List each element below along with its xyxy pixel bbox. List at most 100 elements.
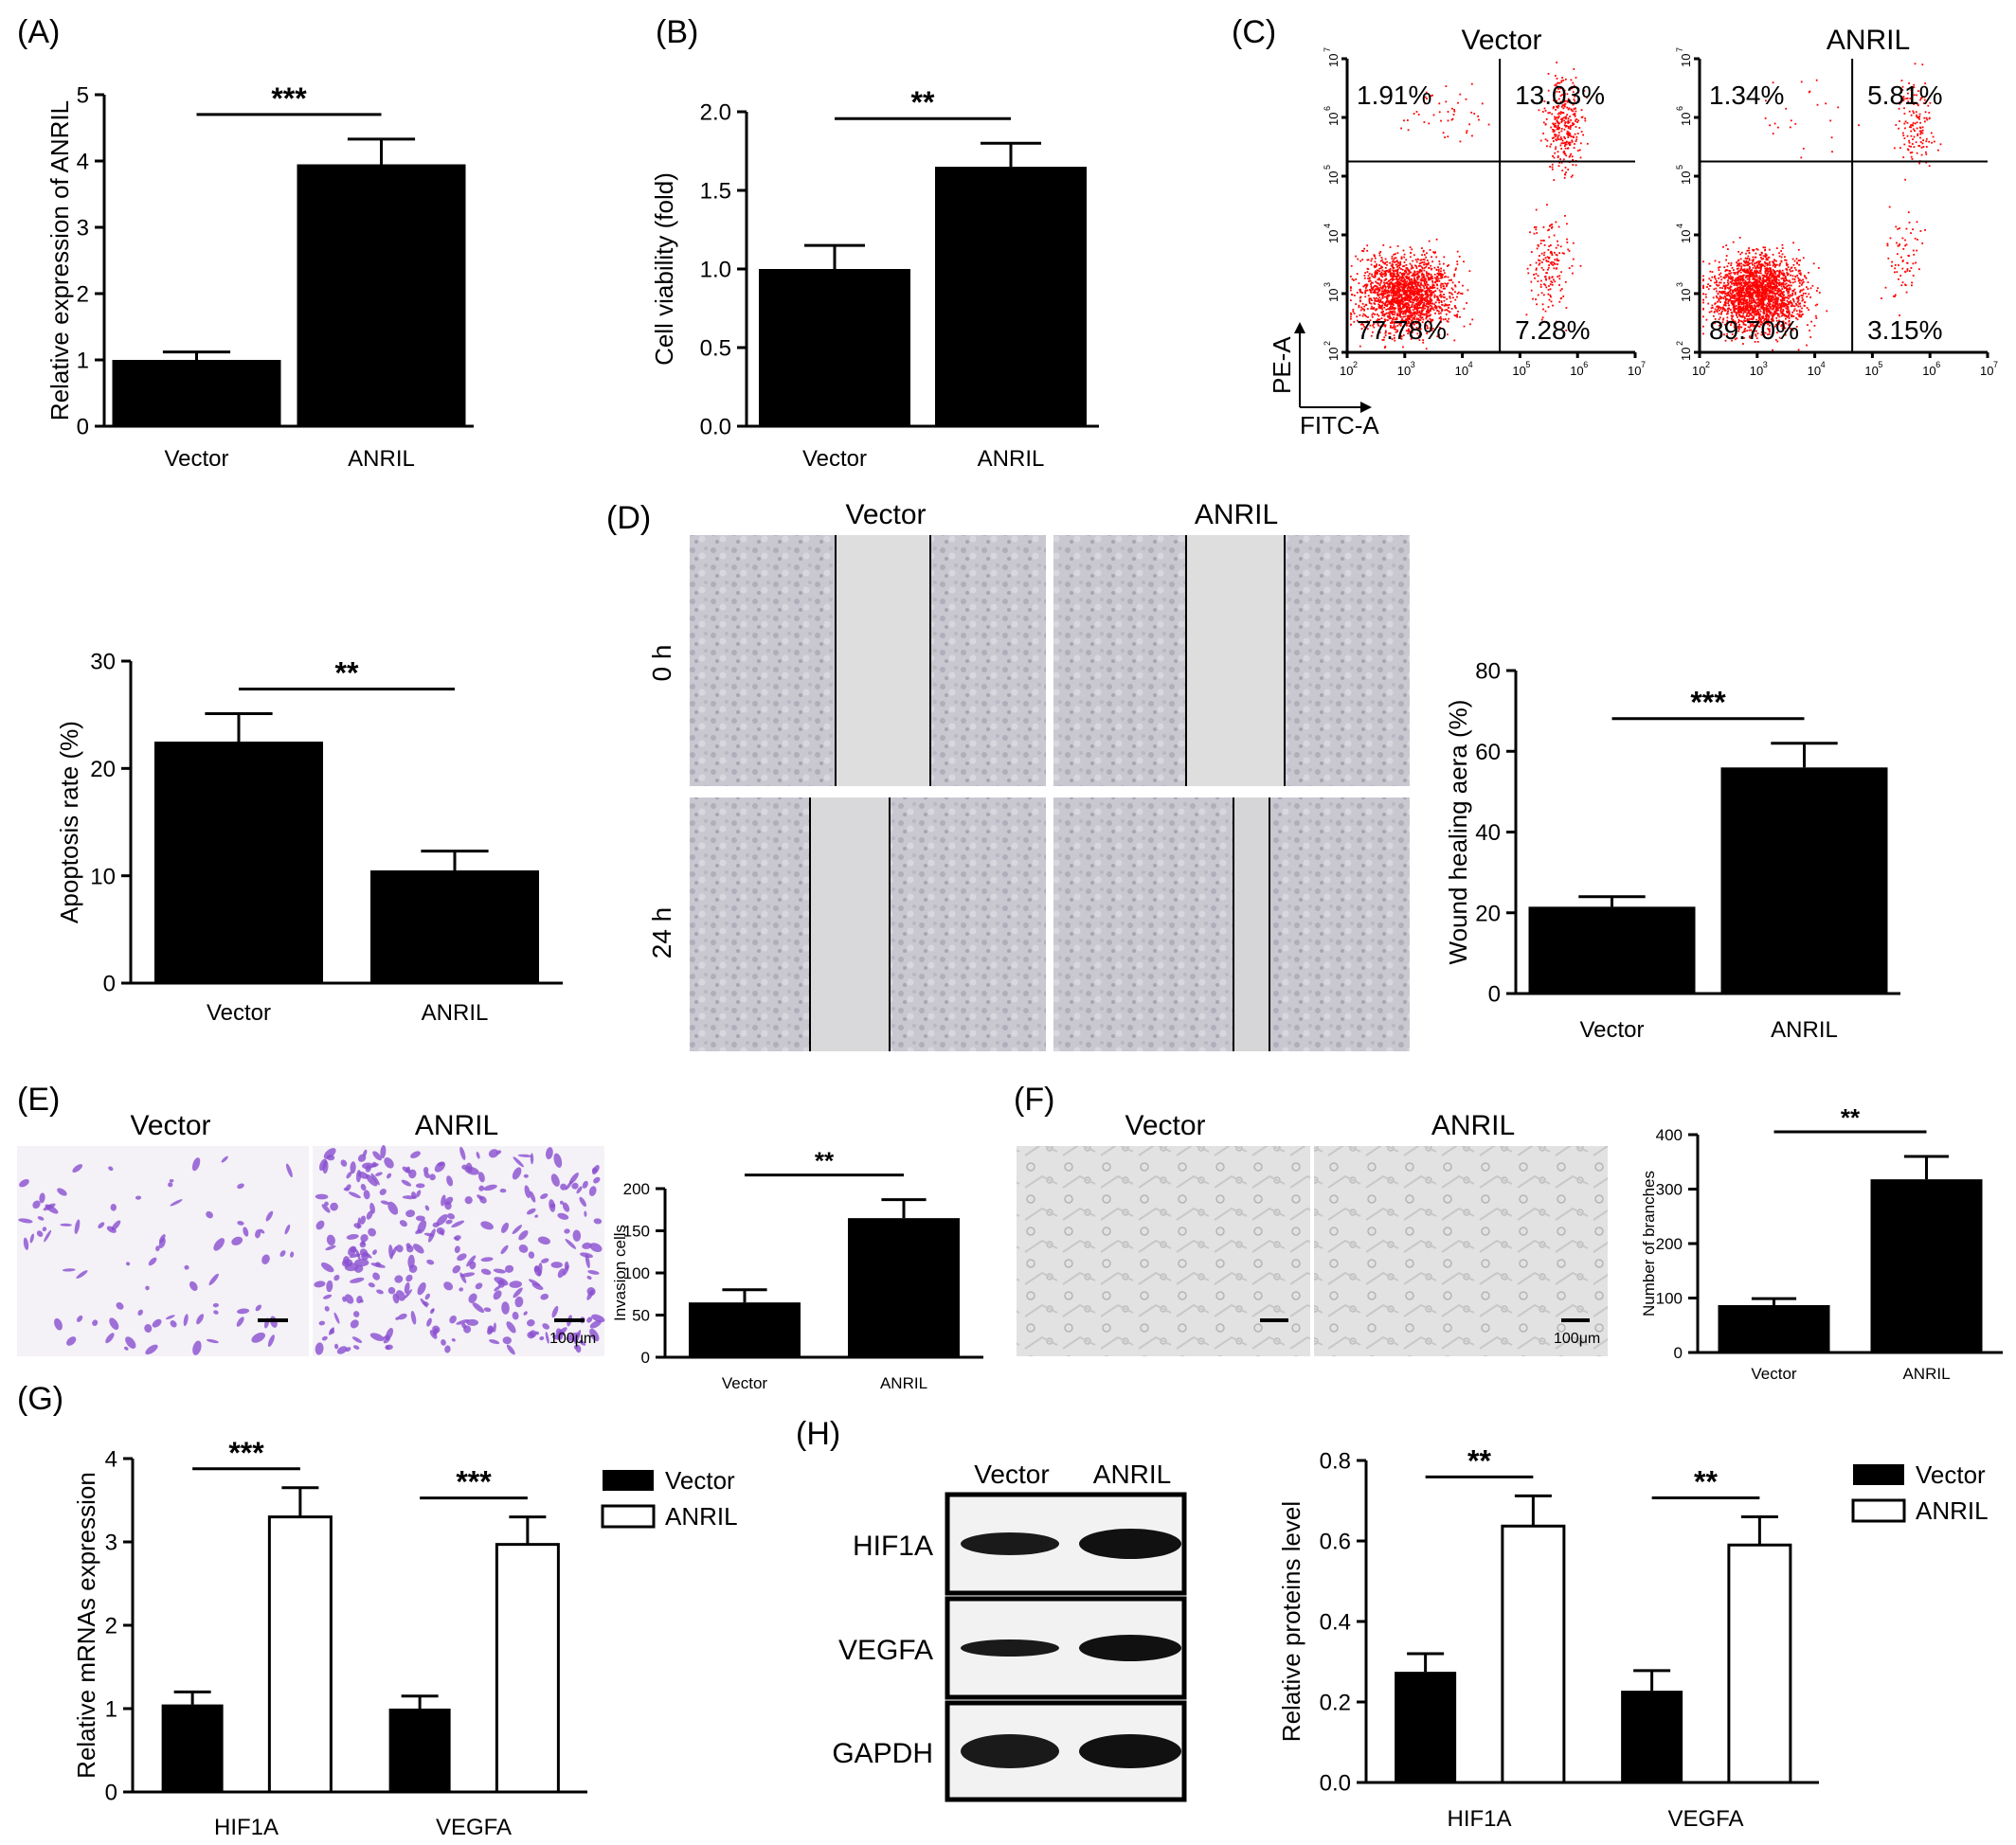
x-tick-label: ANRIL [422, 1000, 489, 1026]
panel-h-label: (H) [796, 1416, 840, 1452]
blot-band [961, 1639, 1059, 1657]
invasion-col-label-vector: Vector [130, 1110, 210, 1141]
y-tick-label: 80 [1475, 659, 1501, 685]
stained-cells [18, 1155, 295, 1355]
bar [848, 1218, 960, 1357]
significance-label: *** [456, 1465, 492, 1499]
flow-y-tick-exp: 3 [1675, 282, 1684, 287]
wound-image-vector-0h [690, 535, 1046, 786]
panel-e: (E) Vector ANRIL 100μm 0 50 100 150 200 Invas… [17, 1082, 983, 1392]
y-tick-label: 30 [90, 650, 116, 675]
y-tick-label: 60 [1475, 740, 1501, 765]
quadrant-percentage: 1.91% [1357, 81, 1431, 110]
stained-cells [314, 1145, 605, 1355]
invasion-image-vector [17, 1146, 309, 1356]
legend-label: Vector [665, 1466, 735, 1495]
y-tick-label: 0.8 [1320, 1449, 1351, 1475]
bar [388, 1709, 451, 1792]
flow-y-tick-exp: 7 [1323, 47, 1332, 52]
panel-e-label: (E) [17, 1082, 60, 1118]
bar [1395, 1672, 1457, 1782]
flow-x-tick-label: 10 [1980, 364, 1993, 378]
y-tick-label: 400 [1656, 1126, 1683, 1144]
scale-bar-label: 100μm [549, 1331, 596, 1347]
flow-x-tick-exp: 3 [1763, 360, 1768, 369]
flow-y-tick-exp: 7 [1675, 47, 1684, 52]
flow-y-tick-exp: 5 [1323, 165, 1332, 170]
quadrant-percentage: 77.78% [1357, 315, 1447, 345]
significance-label: ** [815, 1147, 835, 1175]
bar [1501, 1524, 1566, 1784]
y-tick-label: 5 [77, 83, 89, 109]
x-tick-label: ANRIL [880, 1374, 927, 1392]
bar [1528, 906, 1696, 994]
y-tick-label: 200 [1656, 1235, 1683, 1253]
flow-y-tick-exp: 3 [1323, 282, 1332, 287]
flow-xlabel: FITC-A [1300, 411, 1379, 439]
blot-col-label-anril: ANRIL [1093, 1460, 1171, 1489]
quadrant-percentage: 3.15% [1867, 315, 1942, 345]
bar [1727, 1543, 1792, 1784]
blot-row-label: GAPDH [832, 1738, 933, 1769]
flow-y-tick-exp: 4 [1675, 224, 1684, 228]
bar [689, 1302, 801, 1357]
y-tick-label: 1 [77, 349, 89, 374]
y-axis-label: Wound healing aera (%) [1444, 700, 1472, 965]
flow-y-tick-label: 10 [1679, 113, 1693, 126]
bar [370, 870, 539, 983]
flow-x-tick-exp: 6 [1583, 360, 1588, 369]
y-tick-label: 40 [1475, 820, 1501, 846]
panel-b-chart: 0.0 0.5 1.0 1.5 2.0 Cell viability (fold) Vect… [650, 85, 1099, 472]
flow-x-tick-exp: 2 [1705, 360, 1710, 369]
flow-y-tick-label: 10 [1326, 171, 1341, 185]
bar [112, 360, 281, 426]
flow-y-tick-exp: 2 [1323, 341, 1332, 346]
y-tick-label: 0 [77, 415, 89, 440]
flow-x-tick-exp: 4 [1821, 360, 1826, 369]
flow-y-tick-label: 10 [1326, 230, 1341, 243]
panel-apoptosis: 0 10 20 30 Apoptosis rate (%) Vector ANRIL ** [55, 650, 563, 1026]
flow-x-tick-label: 10 [1570, 364, 1583, 378]
y-tick-label: 10 [90, 864, 116, 889]
x-tick-label: HIF1A [1447, 1806, 1511, 1832]
panel-a-label: (A) [17, 14, 60, 50]
significance-label: *** [271, 81, 307, 116]
y-tick-label: 2 [105, 1614, 117, 1639]
flow-x-tick-exp: 5 [1878, 360, 1882, 369]
wound-image-anril-0h [1053, 535, 1410, 786]
x-tick-label: Vector [802, 446, 867, 472]
y-tick-label: 4 [105, 1447, 117, 1473]
x-tick-label: Vector [207, 1000, 271, 1026]
panel-g-label: (G) [17, 1381, 63, 1417]
panel-c-label: (C) [1232, 14, 1276, 50]
tube-chart: 0 100 200 300 400 Number of branches Vector ANR… [1640, 1103, 2003, 1383]
flow-x-tick-label: 10 [1750, 364, 1763, 378]
flow-x-tick-label: 10 [1397, 364, 1411, 378]
flow-x-tick-label: 10 [1692, 364, 1705, 378]
panel-b-label: (B) [656, 14, 698, 50]
flow-y-tick-exp: 6 [1675, 106, 1684, 111]
y-tick-label: 0 [1488, 982, 1501, 1008]
y-axis-label: Number of branches [1640, 1171, 1658, 1317]
y-tick-label: 1 [105, 1697, 117, 1723]
flow-y-tick-exp: 5 [1675, 165, 1684, 170]
tube-image-vector [1017, 1146, 1310, 1356]
y-tick-label: 200 [623, 1180, 650, 1198]
wound-col-label-anril: ANRIL [1195, 499, 1278, 530]
significance-label: ** [1841, 1103, 1861, 1132]
legend-swatch [1853, 1464, 1904, 1485]
flow-y-tick-exp: 2 [1675, 341, 1684, 346]
y-tick-label: 100 [1656, 1290, 1683, 1308]
y-tick-label: 20 [1475, 901, 1501, 926]
flow-x-tick-label: 10 [1808, 364, 1821, 378]
y-tick-label: 0.4 [1320, 1610, 1351, 1636]
tube-col-label-anril: ANRIL [1431, 1110, 1515, 1141]
flow-axis-arrows [1294, 322, 1372, 413]
flow-x-tick-exp: 4 [1468, 360, 1473, 369]
